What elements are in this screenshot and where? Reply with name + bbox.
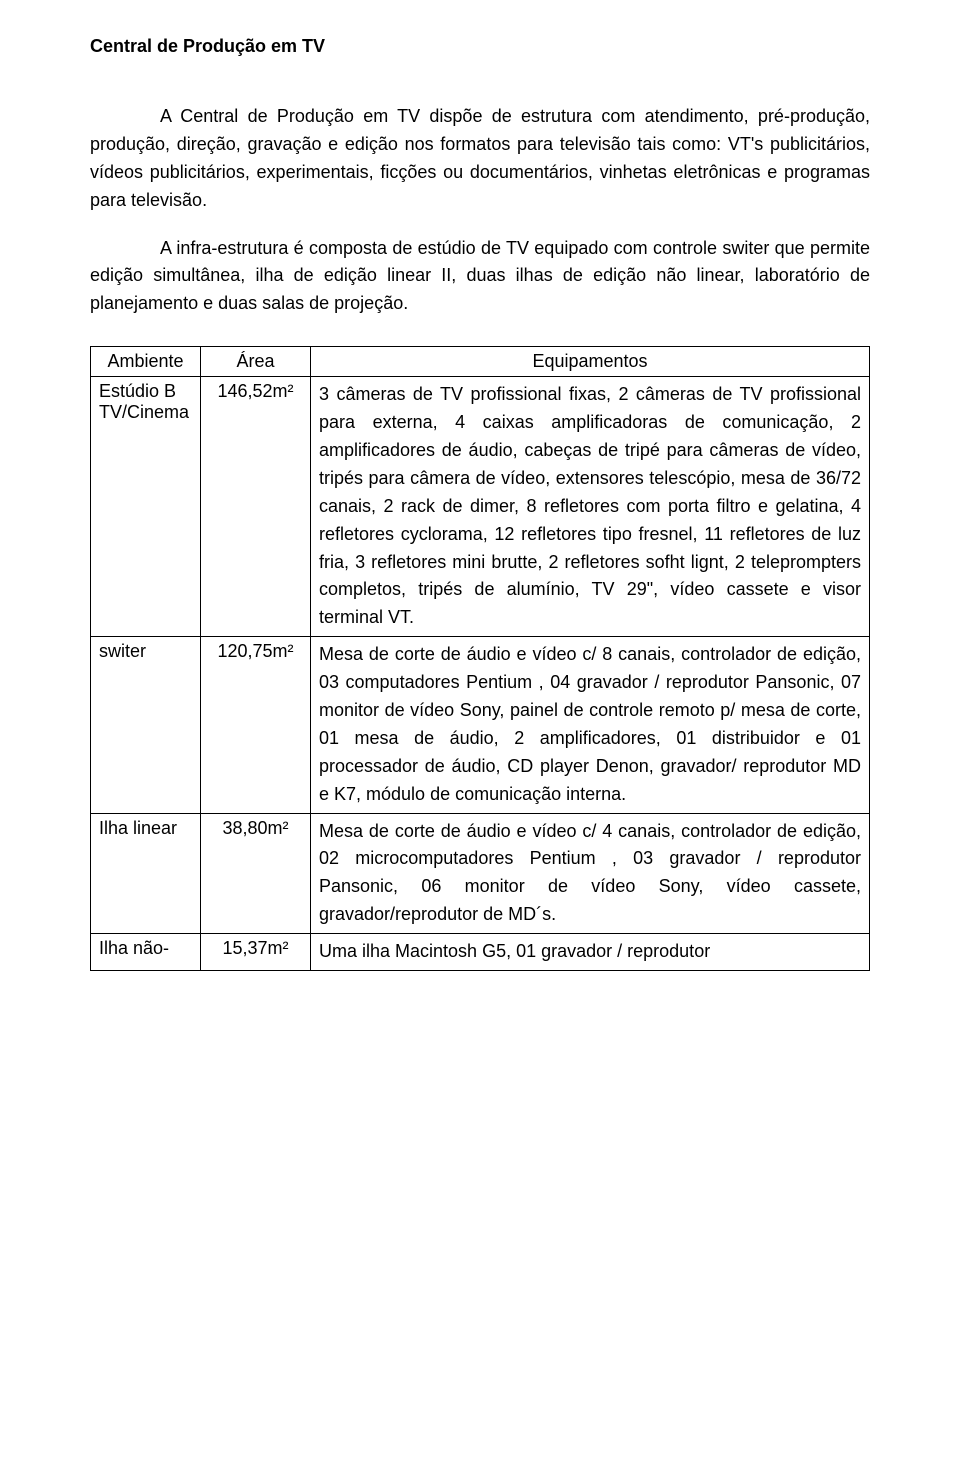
table-row: switer 120,75m² Mesa de corte de áudio e…	[91, 637, 870, 813]
cell-equip: Mesa de corte de áudio e vídeo c/ 4 cana…	[311, 813, 870, 934]
page-title: Central de Produção em TV	[90, 36, 870, 57]
paragraph-2: A infra-estrutura é composta de estúdio …	[90, 235, 870, 319]
cell-equip: Uma ilha Macintosh G5, 01 gravador / rep…	[311, 934, 870, 971]
table-header-row: Ambiente Área Equipamentos	[91, 347, 870, 377]
table-row: Ilha não- 15,37m² Uma ilha Macintosh G5,…	[91, 934, 870, 971]
cell-ambiente: switer	[91, 637, 201, 813]
cell-area: 146,52m²	[201, 377, 311, 637]
cell-area: 15,37m²	[201, 934, 311, 971]
cell-area: 120,75m²	[201, 637, 311, 813]
table-row: Estúdio B TV/Cinema 146,52m² 3 câmeras d…	[91, 377, 870, 637]
cell-ambiente: Estúdio B TV/Cinema	[91, 377, 201, 637]
paragraph-1: A Central de Produção em TV dispõe de es…	[90, 103, 870, 215]
cell-area: 38,80m²	[201, 813, 311, 934]
document-page: Central de Produção em TV A Central de P…	[0, 0, 960, 971]
header-area: Área	[201, 347, 311, 377]
header-ambiente: Ambiente	[91, 347, 201, 377]
paragraph-1-text: A Central de Produção em TV dispõe de es…	[90, 106, 870, 210]
cell-ambiente: Ilha linear	[91, 813, 201, 934]
header-equipamentos: Equipamentos	[311, 347, 870, 377]
equipment-table: Ambiente Área Equipamentos Estúdio B TV/…	[90, 346, 870, 971]
cell-ambiente: Ilha não-	[91, 934, 201, 971]
table-row: Ilha linear 38,80m² Mesa de corte de áud…	[91, 813, 870, 934]
cell-equip: Mesa de corte de áudio e vídeo c/ 8 cana…	[311, 637, 870, 813]
cell-equip: 3 câmeras de TV profissional fixas, 2 câ…	[311, 377, 870, 637]
paragraph-2-text: A infra-estrutura é composta de estúdio …	[90, 238, 870, 314]
